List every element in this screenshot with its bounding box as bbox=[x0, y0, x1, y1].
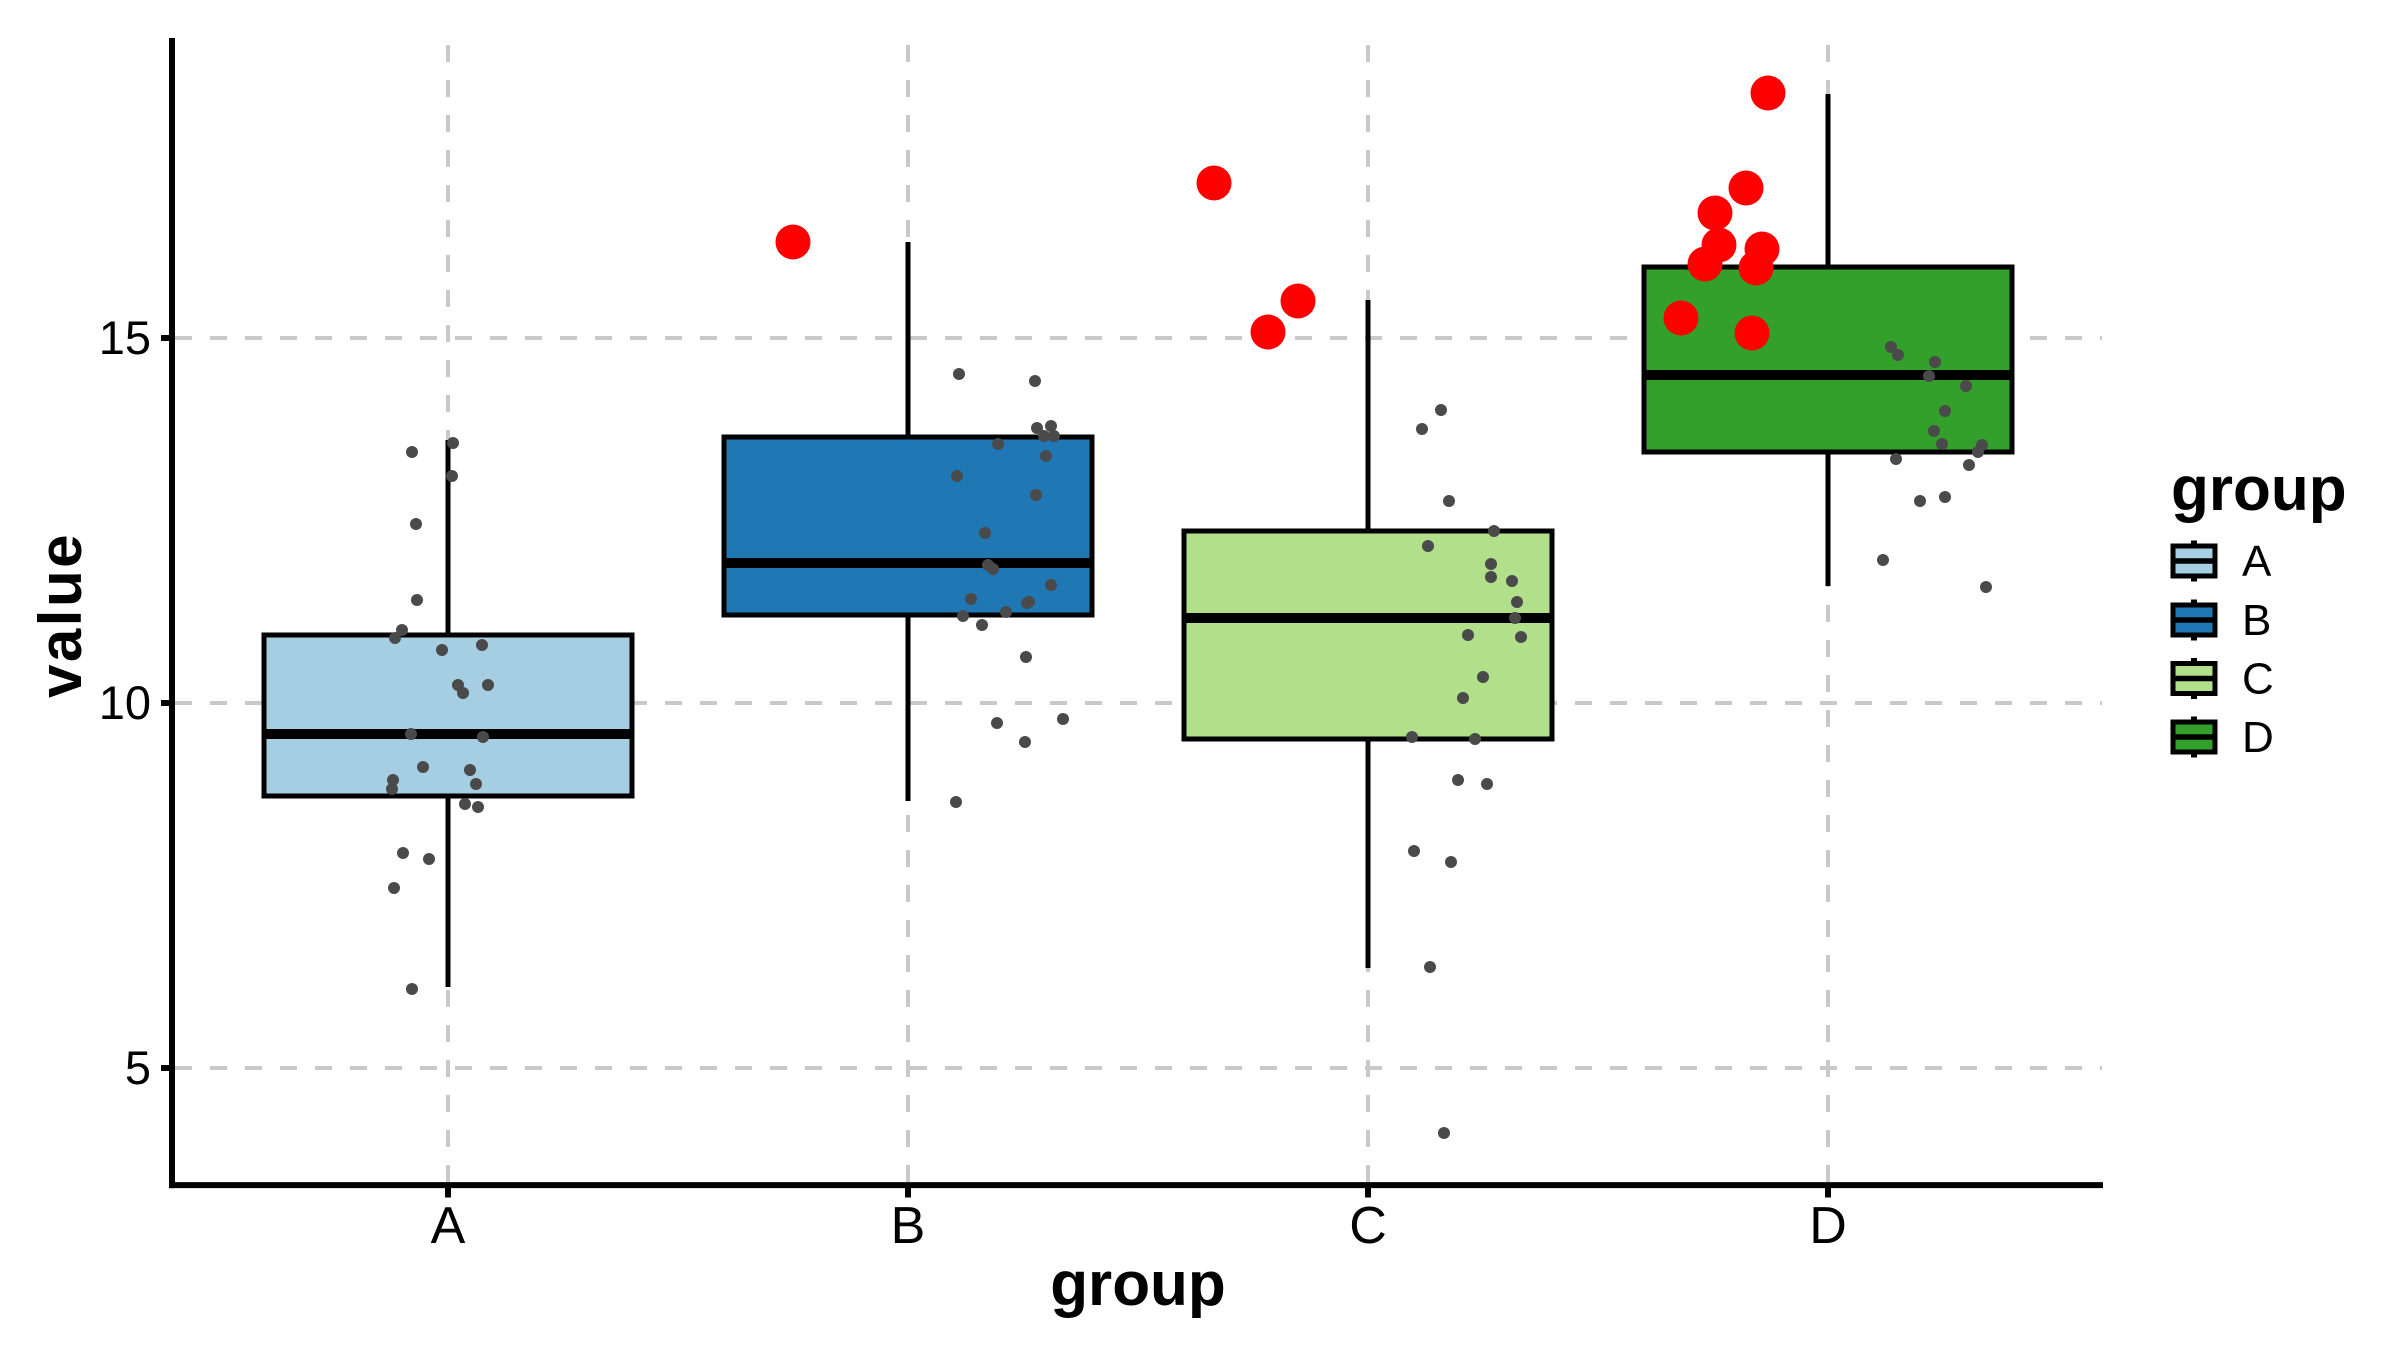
svg-text:group: group bbox=[1050, 1250, 1226, 1319]
svg-text:C: C bbox=[2242, 655, 2274, 704]
svg-text:A: A bbox=[431, 1197, 466, 1255]
svg-text:15: 15 bbox=[99, 311, 151, 364]
svg-text:10: 10 bbox=[99, 676, 151, 729]
svg-text:B: B bbox=[891, 1197, 926, 1255]
svg-text:D: D bbox=[1809, 1197, 1847, 1255]
svg-text:group: group bbox=[2171, 455, 2347, 524]
svg-text:D: D bbox=[2242, 713, 2274, 762]
svg-text:A: A bbox=[2242, 537, 2272, 586]
svg-text:5: 5 bbox=[125, 1041, 151, 1094]
svg-text:B: B bbox=[2242, 596, 2271, 645]
svg-text:C: C bbox=[1349, 1197, 1387, 1255]
svg-text:value: value bbox=[27, 532, 94, 698]
